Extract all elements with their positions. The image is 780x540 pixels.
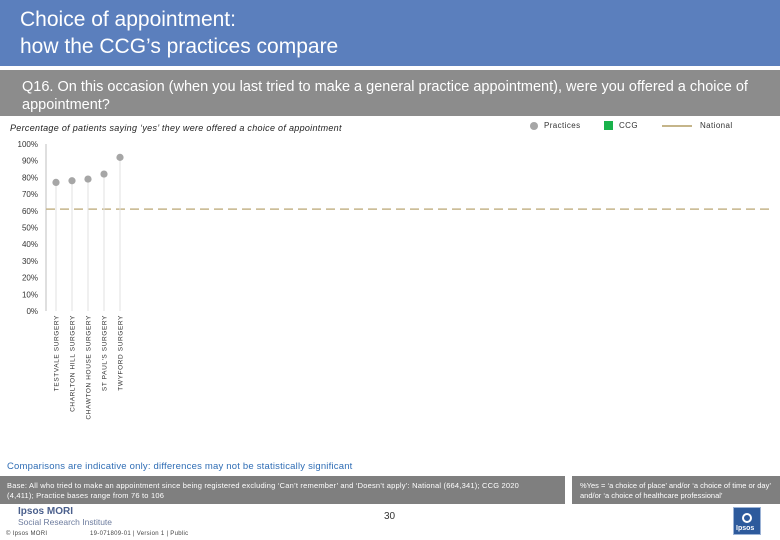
chart-area: 0% 10% 20% 30% 40% 50% 60% 70% 80% 90% 100% TESTVAL… xyxy=(18,140,770,420)
y-tick-label: 50% xyxy=(22,224,38,233)
footnote-text: %Yes = ‘a choice of place’ and/or ‘a cho… xyxy=(580,481,771,500)
national-line-icon xyxy=(662,124,692,127)
ipsos-logo: Ipsos MORI xyxy=(18,506,74,517)
y-tick-label: 10% xyxy=(22,290,38,299)
y-tick-label: 90% xyxy=(22,157,38,166)
practice-point xyxy=(84,175,92,183)
category-label: CHARLTON HILL SURGERY xyxy=(70,315,77,412)
copyright: © Ipsos MORI xyxy=(6,531,48,537)
practices-marker-icon xyxy=(530,121,538,130)
y-tick-label: 100% xyxy=(18,140,38,149)
y-tick-label: 30% xyxy=(22,257,38,266)
legend-ccg: CCG xyxy=(604,121,638,131)
category-label: CHAWTON HOUSE SURGERY xyxy=(86,315,93,420)
legend-national: National xyxy=(662,121,733,130)
chart-title: Percentage of patients saying ‘yes’ they… xyxy=(10,123,342,133)
practice-point xyxy=(100,170,108,178)
page-title: Choice of appointment: how the CCG’s pra… xyxy=(20,8,339,58)
practice-point xyxy=(116,153,124,161)
y-tick-label: 0% xyxy=(26,307,38,316)
question-text: Q16. On this occasion (when you last tri… xyxy=(22,79,748,113)
legend-practices: Practices xyxy=(530,121,581,130)
practice-point xyxy=(52,178,60,187)
y-tick-label: 60% xyxy=(22,207,38,216)
ipsos-icon: Ipsos xyxy=(733,507,761,535)
base-box xyxy=(0,476,565,504)
legend-ccg-label: CCG xyxy=(619,121,638,130)
base-text: Base: All who tried to make an appointme… xyxy=(7,481,519,500)
category-label: TESTVALE SURGERY xyxy=(54,315,61,391)
comparison-note: Comparisons are indicative only: differe… xyxy=(7,461,353,472)
ipsos-logo-subtitle: Social Research Institute xyxy=(18,517,113,527)
category-label: TWYFORD SURGERY xyxy=(118,315,125,391)
y-tick-label: 70% xyxy=(22,190,38,199)
page-number: 30 xyxy=(384,511,396,522)
y-tick-label: 20% xyxy=(22,274,38,283)
y-tick-label: 40% xyxy=(22,240,38,249)
ccg-swatch-icon xyxy=(604,121,613,131)
ipsos-icon-word: Ipsos xyxy=(736,525,755,532)
version-text: 19-071809-01 | Version 1 | Public xyxy=(90,531,189,537)
ipsos-ring-icon xyxy=(742,513,752,523)
header-banner: Choice of appointment: how the CCG’s pra… xyxy=(0,0,780,66)
practice-point xyxy=(68,177,76,185)
legend-practices-label: Practices xyxy=(544,121,581,130)
footer xyxy=(0,504,780,540)
y-tick-label: 80% xyxy=(22,173,38,182)
category-label: ST PAUL'S SURGERY xyxy=(102,315,109,391)
footnote-box xyxy=(572,476,780,504)
question-banner: Q16. On this occasion (when you last tri… xyxy=(0,70,780,116)
legend-national-label: National xyxy=(700,121,733,130)
